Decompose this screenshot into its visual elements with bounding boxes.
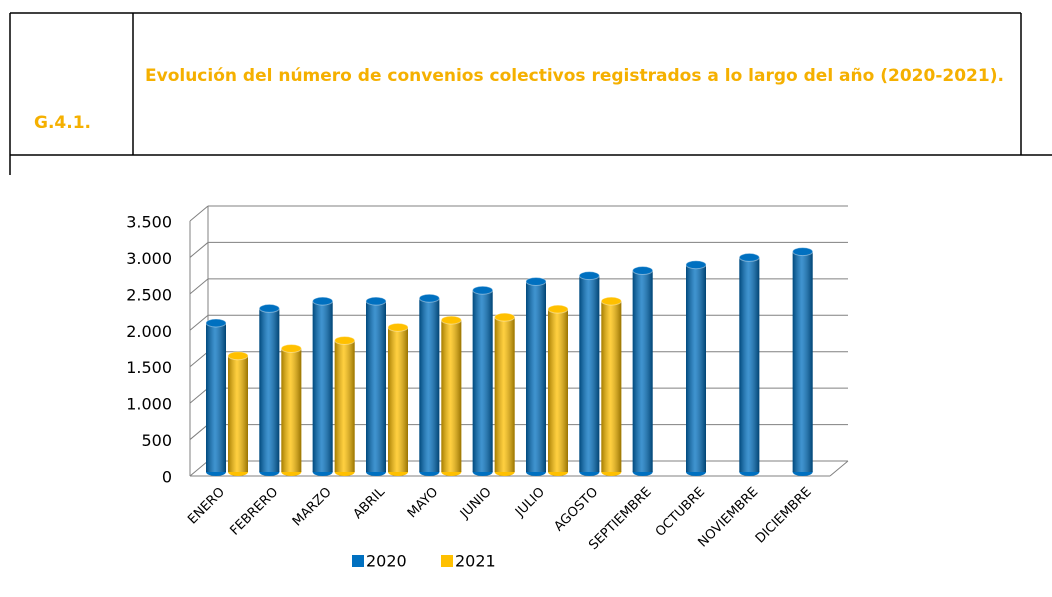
legend-label: 2021: [455, 552, 496, 571]
bar-group: [365, 296, 387, 476]
grid-line-side: [189, 460, 209, 477]
bar-top: [418, 293, 440, 303]
bar-group: [472, 285, 494, 476]
bar-top: [334, 335, 356, 345]
bar-top: [258, 303, 280, 313]
bar-group: [792, 247, 814, 476]
bar-shade: [686, 264, 706, 472]
bar-shade: [494, 317, 515, 472]
bar-group: [632, 266, 654, 476]
y-tick-label: 3.500: [126, 213, 172, 232]
bar-top: [205, 318, 227, 328]
bar-group: [312, 296, 334, 476]
bar-top: [365, 296, 387, 306]
x-tick-label: OCTUBRE: [653, 485, 708, 540]
bar-shade: [334, 340, 355, 472]
bar-shade: [526, 281, 546, 472]
bar-group: [440, 315, 462, 476]
x-tick-label: ABRIL: [351, 484, 389, 522]
legend-swatch: [441, 555, 453, 567]
bar-group: [418, 293, 440, 476]
bar-shade: [388, 327, 408, 472]
floor-right: [829, 460, 849, 477]
grid-line-side: [189, 278, 209, 295]
bar-group: [600, 296, 622, 476]
bar-group: [205, 318, 227, 476]
bar-top: [578, 271, 600, 281]
x-tick-label: AGOSTO: [552, 485, 602, 535]
header-title: Evolución del número de convenios colect…: [145, 66, 1004, 86]
legend-label: 2020: [366, 552, 407, 571]
bar-group: [334, 335, 356, 476]
header-code: G.4.1.: [34, 113, 91, 133]
bar-top: [547, 304, 569, 314]
bar-top: [792, 247, 814, 257]
bar-shade: [548, 309, 568, 472]
grid-line-side: [189, 242, 209, 258]
bar-shade: [281, 348, 302, 472]
bar-top: [312, 296, 334, 306]
bar-shade: [259, 308, 280, 472]
bar-top: [440, 315, 462, 325]
bar-group: [387, 322, 409, 476]
bar-group: [525, 276, 547, 476]
bar-group: [685, 260, 707, 476]
x-tick-label: DICIEMBRE: [753, 485, 815, 547]
bar-group: [578, 271, 600, 476]
x-tick-label: MARZO: [290, 485, 335, 530]
y-tick-label: 1.500: [126, 358, 172, 377]
bar-shade: [312, 301, 333, 472]
header-title-box: Evolución del número de convenios colect…: [145, 66, 1004, 86]
y-tick-label: 0: [162, 468, 172, 487]
grid-line-side: [189, 424, 209, 440]
bar-top: [738, 252, 760, 262]
bar-top: [600, 296, 622, 306]
grid-line-side: [189, 387, 209, 404]
bar-group: [258, 303, 280, 476]
header-table: [9, 12, 1052, 175]
bar-shade: [419, 298, 440, 472]
x-tick-label: FEBRERO: [227, 485, 281, 539]
y-tick-label: 1.000: [126, 395, 172, 414]
bar-shade: [228, 355, 248, 472]
bar-top: [280, 344, 302, 353]
y-tick-label: 2.500: [126, 285, 172, 304]
x-tick-label: ENERO: [185, 485, 228, 528]
bar-shade: [206, 323, 226, 472]
bar-shade: [472, 290, 493, 472]
bar-group: [280, 344, 302, 476]
grid-line-side: [189, 314, 209, 331]
bar-shade: [739, 257, 760, 472]
y-tick-label: 500: [141, 431, 172, 450]
grid-line-side: [189, 351, 209, 368]
bar-top: [227, 351, 249, 361]
bar-top: [632, 266, 654, 276]
bar-shade: [792, 251, 813, 472]
y-tick-label: 3.000: [126, 249, 172, 268]
bar-top: [525, 276, 547, 286]
grid-line-side: [189, 205, 209, 222]
bar-top: [685, 260, 707, 270]
bar-group: [494, 312, 516, 476]
bar-shade: [601, 301, 622, 472]
bar-top: [494, 312, 516, 322]
x-tick-label: JUNIO: [457, 485, 495, 523]
bar-group: [227, 351, 249, 476]
x-tick-label: JULIO: [512, 485, 548, 521]
bar-shade: [579, 275, 600, 472]
bar-shade: [366, 301, 386, 472]
bar-group: [547, 304, 569, 476]
y-tick-label: 2.000: [126, 322, 172, 341]
bar-group: [738, 252, 760, 476]
bar-shade: [632, 270, 653, 472]
bar-top: [387, 322, 409, 332]
bar-top: [472, 285, 494, 295]
x-tick-label: MAYO: [405, 485, 441, 521]
bar-shade: [441, 320, 462, 472]
legend-swatch: [352, 555, 364, 567]
